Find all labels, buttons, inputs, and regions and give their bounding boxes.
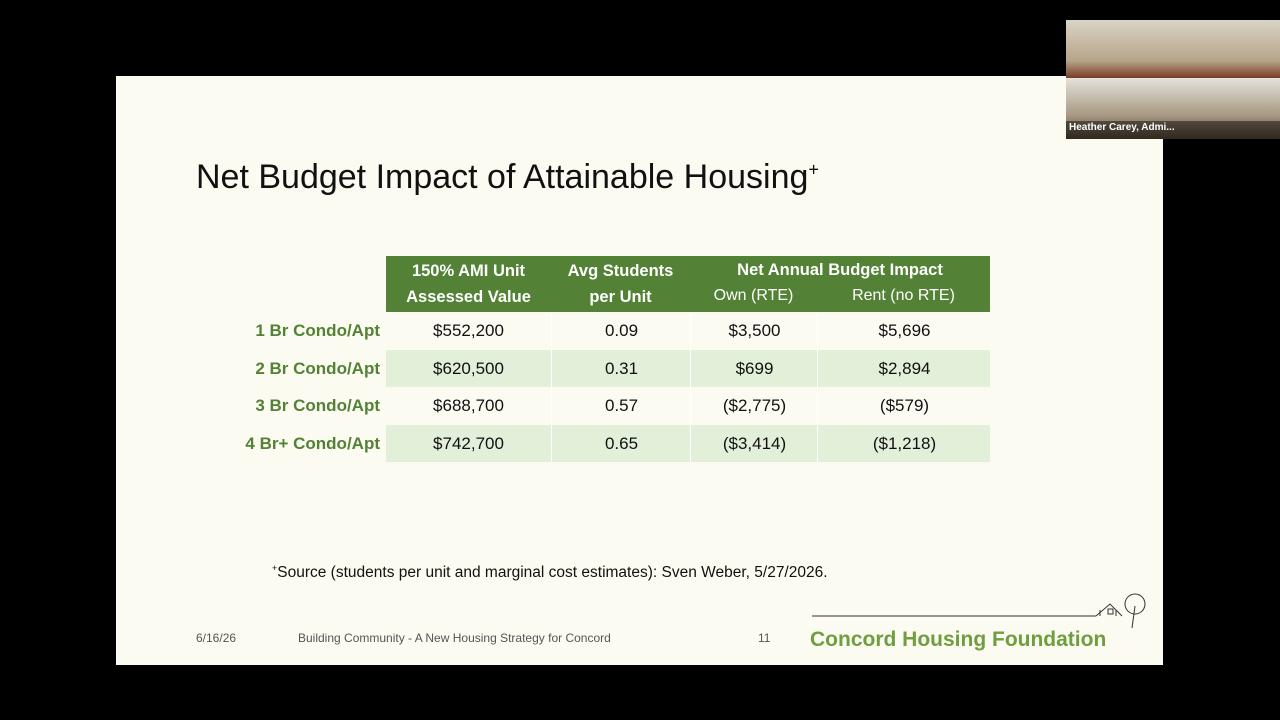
table-cell: $742,700 (433, 433, 504, 453)
header-cell: Avg Students per Unit (551, 256, 690, 312)
table-cell: $620,500 (433, 358, 504, 378)
table-cell: 0.57 (551, 387, 691, 424)
table-cell: ($3,414) (690, 424, 818, 462)
logo-text: Concord Housing Foundation (810, 628, 1107, 651)
table-cell: 0.09 (551, 312, 691, 349)
row-label: 4 Br+ Condo/Apt (245, 433, 380, 453)
title-text: Net Budget Impact of Attainable Housing (196, 158, 809, 196)
table-cell: ($2,775) (690, 387, 818, 424)
table-cell: $699 (690, 349, 818, 387)
logo-graphic (812, 593, 1146, 629)
header-text: Assessed Value (406, 288, 531, 306)
table-cell: 0.31 (551, 349, 691, 387)
header-cell: 150% AMI Unit Assessed Value (386, 256, 551, 312)
footnote-mark: + (272, 563, 278, 573)
name-bar (1066, 121, 1280, 139)
slide-title: Net Budget Impact of Attainable Housing+ (196, 158, 819, 197)
footnote: +Source (students per unit and marginal … (272, 563, 828, 582)
slide: Net Budget Impact of Attainable Housing+… (116, 76, 1163, 665)
table-cell: $552,200 (433, 321, 504, 340)
header-text: Rent (no RTE) (852, 287, 955, 304)
header-text: Own (RTE) (713, 287, 794, 304)
footnote-text: Source (students per unit and marginal c… (277, 564, 828, 582)
header-text: 150% AMI Unit (411, 262, 526, 280)
row-band (386, 424, 990, 462)
header-text: per Unit (589, 288, 652, 306)
video-feed (1066, 78, 1280, 139)
table-cell: $2,894 (817, 349, 991, 387)
participant-name: Heather Carey, Admi... (1069, 122, 1175, 133)
header-group: Net Annual Budget Impact Own (RTE) Rent … (690, 256, 990, 312)
video-tile[interactable]: Heather Carey, Admi... (1066, 20, 1280, 139)
header-text: Net Annual Budget Impact (737, 261, 943, 279)
video-feed (1066, 20, 1280, 78)
table-rule (386, 461, 990, 462)
footer-title: Building Community - A New Housing Strat… (298, 631, 611, 645)
footer-date: 6/16/26 (196, 631, 237, 645)
table-cell: $5,696 (817, 312, 991, 349)
table-cell: ($579) (817, 387, 991, 424)
title-mark: + (808, 159, 819, 180)
row-label: 1 Br Condo/Apt (255, 321, 380, 340)
header-text: Avg Students (567, 262, 674, 280)
table-cell: ($1,218) (817, 424, 991, 462)
row-band (386, 349, 990, 387)
page-number: 11 (758, 631, 771, 645)
table-cell: $688,700 (433, 396, 504, 415)
table-cell: $3,500 (690, 312, 818, 349)
row-label: 3 Br Condo/Apt (255, 396, 380, 415)
row-label: 2 Br Condo/Apt (255, 358, 380, 378)
table-cell: 0.65 (551, 424, 691, 462)
